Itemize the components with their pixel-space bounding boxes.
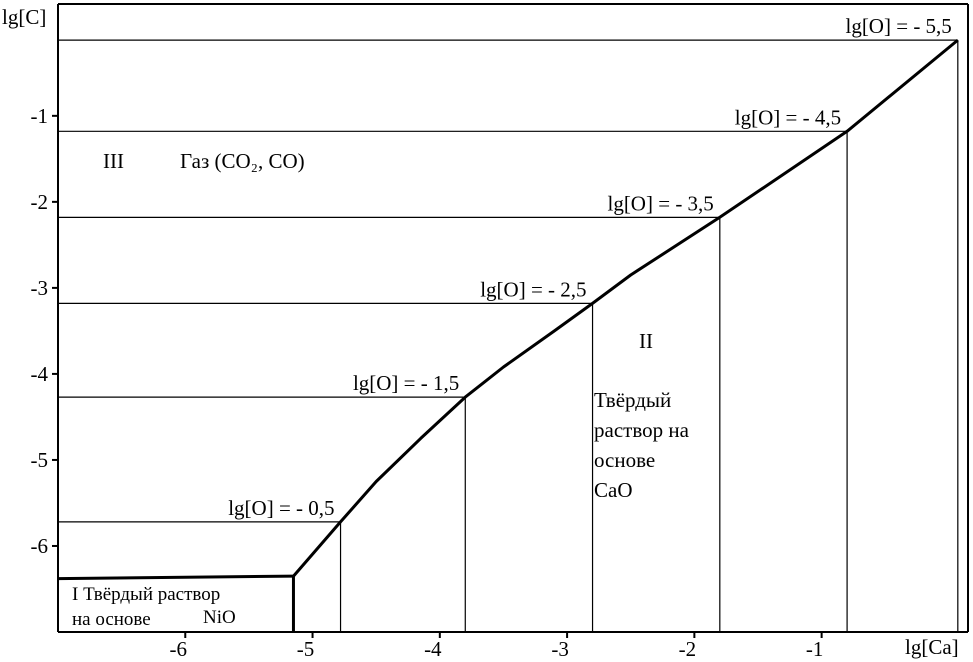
phase-region-lines <box>57 574 295 632</box>
x-tick-label: -1 <box>806 637 824 661</box>
region-i-top-line <box>57 574 294 581</box>
x-axis-ticks: -6 -5 -4 -3 -2 -1 <box>170 632 824 661</box>
y-axis-label: lg[C] <box>2 5 46 29</box>
region-i-label-line1: I Твёрдый раствор <box>72 584 220 605</box>
x-tick-label: -5 <box>297 637 315 661</box>
isoconcentration-lines <box>58 39 959 632</box>
phase-boundary-curve <box>292 38 959 578</box>
iso-line-label: lg[O] = - 3,5 <box>607 191 713 215</box>
isoconcentration-labels: lg[O] = - 0,5 lg[O] = - 1,5 lg[O] = - 2,5 l… <box>228 14 952 520</box>
x-axis-label: lg[Ca] <box>905 635 959 659</box>
x-tick-label: -2 <box>679 637 697 661</box>
plot-frame-group <box>57 3 969 633</box>
region-ii-label-line3: основе <box>594 448 655 472</box>
x-tick-label: -3 <box>551 637 569 661</box>
region-i-label-line2: на основе <box>72 609 151 630</box>
y-tick-label: -3 <box>31 276 49 300</box>
x-tick-label: -4 <box>424 637 442 661</box>
region-ii-label-line2: раствор на <box>594 418 690 442</box>
region-ii-label-line4: CaO <box>594 478 633 502</box>
region-ii-numeral: II <box>639 329 653 353</box>
y-tick-label: -6 <box>31 534 49 558</box>
iso-line-label: lg[O] = - 5,5 <box>845 14 951 38</box>
region-i-label-line3: NiO <box>203 607 236 628</box>
x-tick-label: -6 <box>170 637 188 661</box>
iso-line-label: lg[O] = - 2,5 <box>480 277 586 301</box>
y-tick-label: -5 <box>31 448 49 472</box>
iso-line-label: lg[O] = - 4,5 <box>735 105 841 129</box>
y-tick-label: -4 <box>31 362 49 386</box>
region-iii-numeral: III <box>103 149 124 173</box>
region-ii-label-line1: Твёрдый <box>594 388 671 412</box>
y-tick-label: -2 <box>31 190 49 214</box>
region-iii-label: Газ (CO₂, CO) <box>180 149 305 173</box>
iso-line-label: lg[O] = - 1,5 <box>353 371 459 395</box>
y-axis-ticks: -1 -2 -3 -4 -5 -6 <box>31 104 58 558</box>
y-tick-label: -1 <box>31 104 49 128</box>
iso-line-label: lg[O] = - 0,5 <box>228 496 334 520</box>
